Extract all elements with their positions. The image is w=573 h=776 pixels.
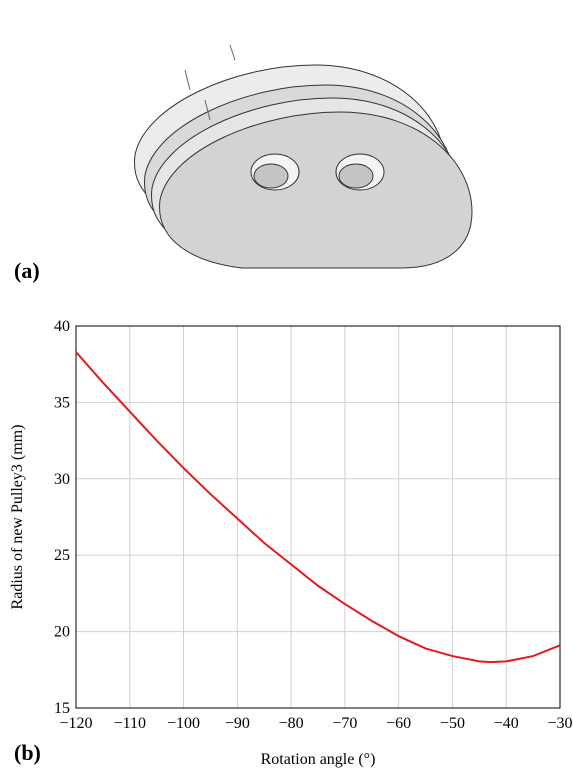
- plot-frame: [76, 326, 560, 708]
- panel-label: (a): [14, 258, 40, 283]
- y-tick-label: 35: [54, 394, 70, 411]
- y-tick-label: 30: [54, 471, 70, 488]
- page: {"chart_data": {"type": "line", "panel_l…: [0, 0, 573, 776]
- x-tick-label: −120: [59, 715, 92, 732]
- pulley-render: [135, 45, 472, 268]
- x-tick-label: −70: [332, 715, 357, 732]
- x-tick-label: −90: [225, 715, 250, 732]
- x-tick-label: −100: [167, 715, 200, 732]
- figure: (a) (b) Rotation angle (°) Radius of new…: [0, 0, 573, 771]
- y-axis-label: Radius of new Pulley3 (mm): [9, 425, 26, 610]
- x-tick-label: −30: [547, 715, 572, 732]
- data-line: [76, 352, 560, 662]
- x-tick-label: −40: [494, 715, 519, 732]
- x-tick-label: −50: [440, 715, 465, 732]
- panel-label: (b): [14, 740, 41, 765]
- y-tick-label: 20: [54, 624, 70, 641]
- x-tick-label: −80: [279, 715, 304, 732]
- x-tick-label: −110: [114, 715, 146, 732]
- y-tick-label: 40: [54, 318, 70, 335]
- x-axis-label: Rotation angle (°): [261, 751, 376, 768]
- x-tick-label: −60: [386, 715, 411, 732]
- y-tick-label: 25: [54, 547, 70, 564]
